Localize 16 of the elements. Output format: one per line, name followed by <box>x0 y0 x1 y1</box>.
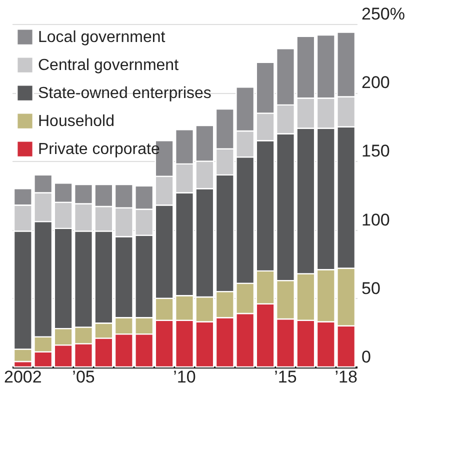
legend-label: Private corporate <box>38 141 160 158</box>
legend-label: Local government <box>38 29 166 46</box>
x-tick-label: ’05 <box>72 368 95 386</box>
legend-label: State-owned enterprises <box>38 85 212 102</box>
y-tick-label: 150 <box>362 142 390 161</box>
x-tick-label: 2002 <box>4 368 42 386</box>
x-tick-label: ’10 <box>173 368 196 386</box>
y-tick-label: 0 <box>362 348 371 366</box>
x-tick-label: ’18 <box>334 368 358 386</box>
legend-label: Household <box>38 113 114 130</box>
y-tick-label: 250% <box>362 4 405 24</box>
x-tick-label: ’15 <box>274 368 297 386</box>
y-tick-label: 50 <box>362 278 380 298</box>
y-tick-label: 100 <box>362 210 390 230</box>
legend-label: Central government <box>38 57 180 74</box>
y-tick-label: 200 <box>362 73 390 92</box>
